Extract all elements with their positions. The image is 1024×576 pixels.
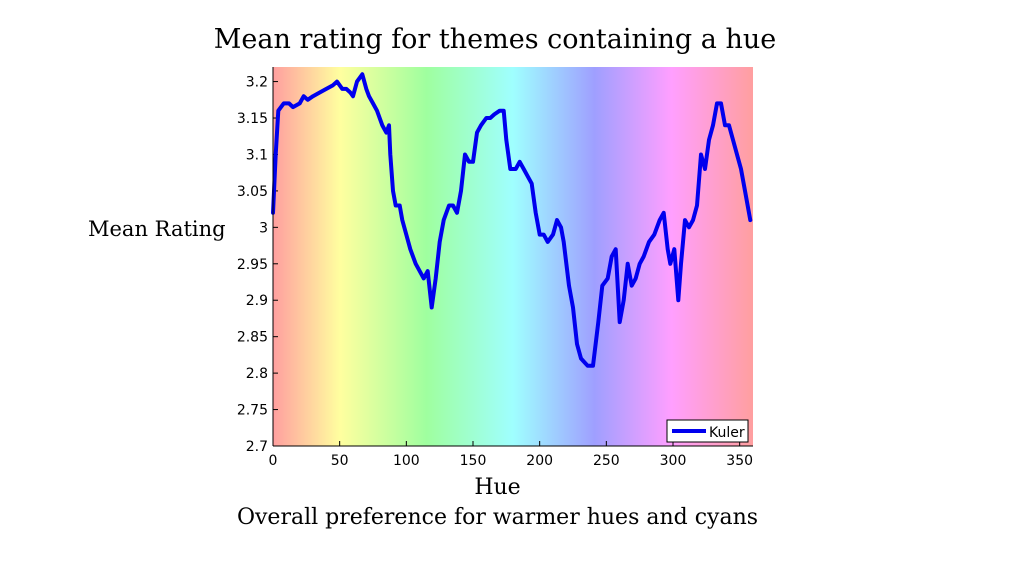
x-tick-label: 50 <box>331 453 349 469</box>
y-tick-label: 3.15 <box>237 111 268 127</box>
x-tick-label: 200 <box>526 453 553 469</box>
legend-label: Kuler <box>709 425 745 441</box>
x-tick-label: 250 <box>593 453 620 469</box>
x-tick-label: 300 <box>660 453 687 469</box>
caption: Overall preference for warmer hues and c… <box>236 505 759 530</box>
y-tick-label: 2.8 <box>246 366 268 382</box>
y-tick-label: 3.05 <box>237 184 268 200</box>
series-line-kuler <box>271 72 753 368</box>
y-tick-label: 3.1 <box>246 147 268 163</box>
legend-box <box>666 419 749 443</box>
x-tick-label: 150 <box>460 453 487 469</box>
y-tick-label: 2.85 <box>237 330 268 346</box>
y-tick-label: 2.7 <box>246 439 268 455</box>
y-tick-label: 2.75 <box>237 403 268 419</box>
y-tick-label: 3.2 <box>246 75 268 91</box>
legend: Kuler <box>666 419 749 443</box>
x-tick-label: 100 <box>393 453 420 469</box>
y-tick-label: 3 <box>259 220 268 236</box>
y-ticks: 2.7 2.75 2.8 2.85 2.9 2.95 3 3.05 3.1 3.15 3.2 <box>237 75 278 455</box>
x-tick-label: 350 <box>726 453 753 469</box>
x-ticks: 0 50 100 150 200 250 300 350 <box>269 441 753 469</box>
y-tick-label: 2.95 <box>237 257 268 273</box>
y-axis-label: Mean Rating <box>88 217 226 241</box>
x-axis-label: Hue <box>474 475 521 500</box>
chart-title: Mean rating for themes containing a hue <box>213 24 777 55</box>
x-tick-label: 0 <box>269 453 278 469</box>
y-tick-label: 2.9 <box>246 293 268 309</box>
